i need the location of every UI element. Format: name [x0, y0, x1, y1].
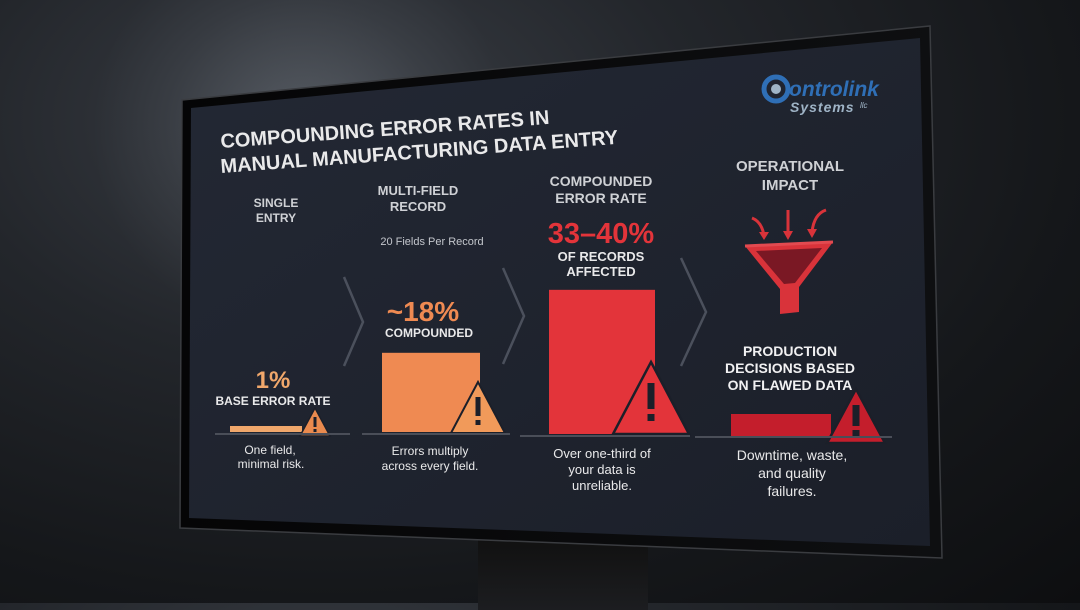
stage1-heading-1: SINGLE — [254, 196, 299, 210]
stage3-heading-1: COMPOUNDED — [550, 173, 653, 189]
stage1-value-caption: BASE ERROR RATE — [215, 394, 330, 408]
stage2-caption-1: Errors multiply — [392, 444, 469, 458]
stage4-heading-1: OPERATIONAL — [736, 158, 844, 175]
stage3-caption-1: Over one-third of — [553, 446, 651, 461]
stage-compounded-error-rate: COMPOUNDED ERROR RATE 33–40% OF RECORDS … — [548, 173, 692, 493]
stage2-heading-1: MULTI-FIELD — [378, 183, 459, 198]
stage4-value-caption-2: DECISIONS BASED — [725, 360, 855, 376]
logo-c-ring-icon — [761, 74, 791, 104]
stage3-heading-2: ERROR RATE — [555, 190, 647, 206]
controlink-logo: ontrolink Systems llc — [761, 74, 880, 115]
stage4-caption-2: and quality — [758, 465, 826, 481]
stage-operational-impact: OPERATIONAL IMPACT PRODUCTION DECISIONS … — [725, 158, 888, 499]
logo-line2: Systems — [790, 99, 855, 115]
funnel-icon — [744, 208, 834, 314]
stage2-value-label: ~18% — [387, 296, 459, 327]
stage1-value-label: 1% — [256, 367, 291, 394]
stage4-caption-1: Downtime, waste, — [737, 447, 847, 463]
stage3-value-caption-1: OF RECORDS — [558, 249, 645, 264]
stage4-value-caption-1: PRODUCTION — [743, 343, 837, 359]
stage1-caption-2: minimal risk. — [238, 457, 305, 471]
stage-single-entry: SINGLE ENTRY 1% BASE ERROR RATE One fiel… — [215, 196, 332, 471]
warning-icon — [298, 406, 332, 437]
logo-line1: ontrolink — [789, 78, 880, 101]
stage2-heading-2: RECORD — [390, 199, 446, 214]
chevron-right-icon — [679, 257, 708, 367]
stage2-subheading: 20 Fields Per Record — [380, 236, 483, 248]
stage3-value-label: 33–40% — [548, 218, 655, 250]
bar-single-entry — [230, 426, 302, 432]
stage3-caption-3: unreliable. — [572, 478, 632, 493]
stage2-caption-2: across every field. — [382, 459, 479, 473]
stage-multi-field-record: MULTI-FIELD RECORD 20 Fields Per Record … — [378, 183, 507, 473]
stage3-value-caption-2: AFFECTED — [566, 264, 635, 279]
stage4-value-caption-3: ON FLAWED DATA — [728, 377, 853, 393]
stage2-value-caption: COMPOUNDED — [385, 326, 473, 340]
stage1-caption-1: One field, — [244, 443, 295, 457]
logo-suffix: llc — [860, 101, 868, 110]
impact-block — [731, 414, 831, 436]
warning-icon — [610, 359, 692, 436]
chevron-right-icon — [501, 267, 526, 365]
logo-c-core-icon — [771, 84, 781, 94]
monitor-stand — [478, 540, 648, 610]
stage1-heading-2: ENTRY — [256, 211, 296, 225]
stage3-caption-2: your data is — [568, 462, 636, 477]
stage4-heading-2: IMPACT — [762, 177, 818, 194]
stage4-caption-3: failures. — [767, 483, 816, 499]
warning-icon — [824, 386, 888, 445]
chevron-right-icon — [342, 276, 365, 367]
